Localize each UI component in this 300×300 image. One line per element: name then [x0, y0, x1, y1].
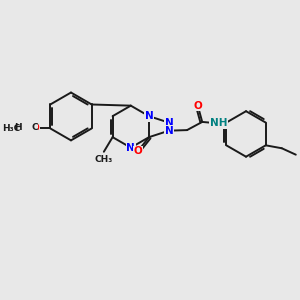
- Text: O: O: [31, 123, 40, 134]
- Text: N: N: [165, 126, 173, 136]
- Text: N: N: [126, 143, 135, 153]
- Text: H: H: [14, 123, 22, 132]
- Text: N: N: [145, 111, 153, 121]
- Text: CH₃: CH₃: [95, 155, 113, 164]
- Text: H₃C: H₃C: [2, 124, 20, 133]
- Text: O: O: [134, 146, 142, 156]
- Text: O: O: [194, 101, 202, 111]
- Text: C: C: [32, 123, 38, 132]
- Text: N: N: [165, 118, 173, 128]
- Text: NH: NH: [209, 118, 227, 128]
